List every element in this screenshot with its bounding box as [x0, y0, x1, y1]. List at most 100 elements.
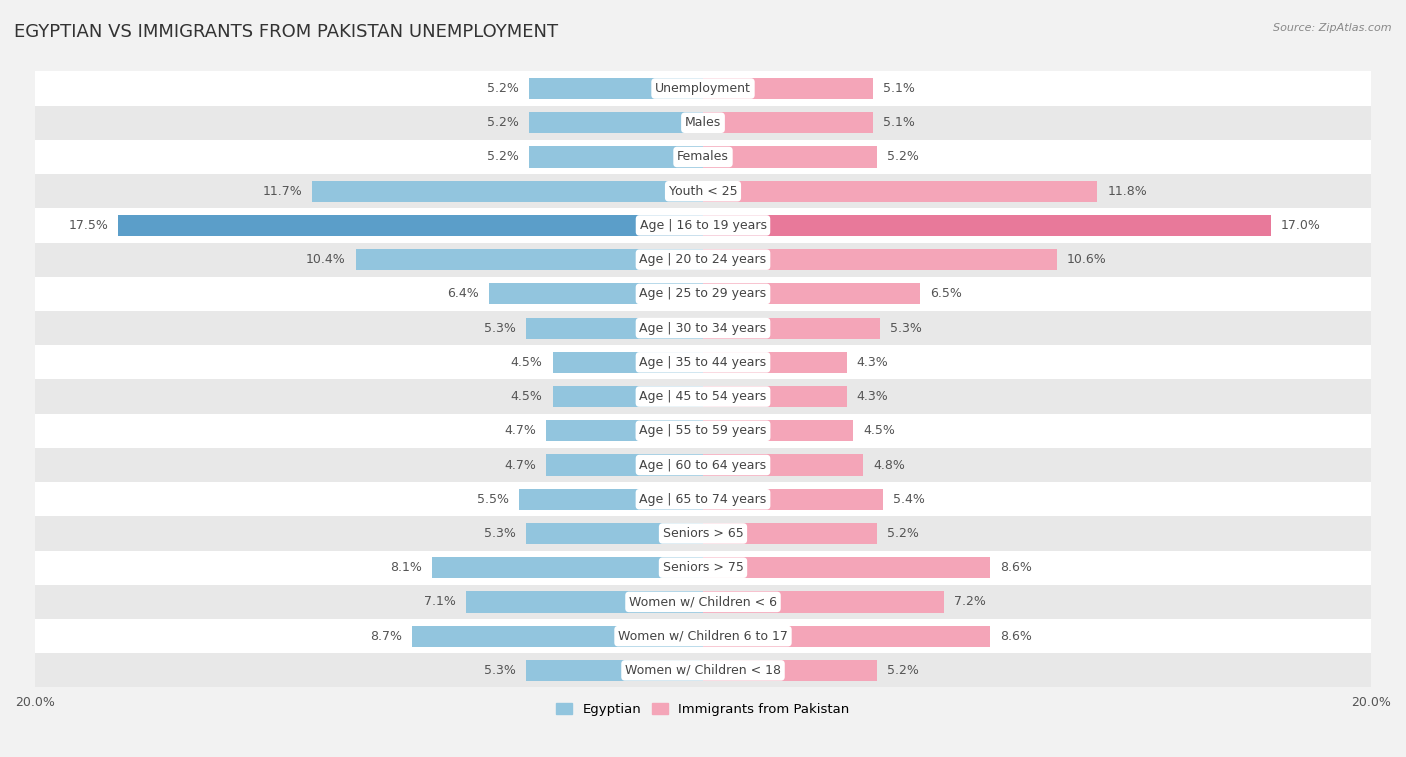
Text: 6.4%: 6.4% — [447, 288, 479, 301]
Bar — [35, 448, 1371, 482]
Bar — [703, 420, 853, 441]
Bar — [35, 174, 1371, 208]
Bar — [703, 181, 1097, 202]
Text: 4.3%: 4.3% — [856, 390, 889, 403]
Bar — [703, 283, 920, 304]
Bar — [35, 311, 1371, 345]
Text: Age | 65 to 74 years: Age | 65 to 74 years — [640, 493, 766, 506]
Bar — [35, 140, 1371, 174]
Bar — [526, 317, 703, 338]
Text: 7.1%: 7.1% — [425, 596, 456, 609]
Text: 4.5%: 4.5% — [510, 390, 543, 403]
Bar — [703, 660, 877, 681]
Text: Women w/ Children < 6: Women w/ Children < 6 — [628, 596, 778, 609]
Text: 4.3%: 4.3% — [856, 356, 889, 369]
Bar — [553, 386, 703, 407]
Text: 11.8%: 11.8% — [1107, 185, 1147, 198]
Bar — [489, 283, 703, 304]
Bar — [35, 653, 1371, 687]
Text: 5.2%: 5.2% — [887, 664, 918, 677]
Text: 5.3%: 5.3% — [484, 322, 516, 335]
Text: 4.7%: 4.7% — [505, 459, 536, 472]
Text: 4.5%: 4.5% — [510, 356, 543, 369]
Bar — [35, 619, 1371, 653]
Text: Youth < 25: Youth < 25 — [669, 185, 737, 198]
Bar — [118, 215, 703, 236]
Text: Age | 35 to 44 years: Age | 35 to 44 years — [640, 356, 766, 369]
Bar — [703, 78, 873, 99]
Text: Age | 45 to 54 years: Age | 45 to 54 years — [640, 390, 766, 403]
Bar — [703, 146, 877, 167]
Text: 10.4%: 10.4% — [307, 253, 346, 266]
Text: 5.3%: 5.3% — [890, 322, 922, 335]
Bar — [553, 352, 703, 373]
Bar — [35, 379, 1371, 413]
Bar — [526, 660, 703, 681]
Bar — [35, 516, 1371, 550]
Bar — [35, 482, 1371, 516]
Bar — [703, 625, 990, 646]
Bar — [412, 625, 703, 646]
Text: 8.1%: 8.1% — [391, 561, 422, 575]
Bar — [529, 112, 703, 133]
Bar — [35, 277, 1371, 311]
Text: 4.7%: 4.7% — [505, 424, 536, 438]
Legend: Egyptian, Immigrants from Pakistan: Egyptian, Immigrants from Pakistan — [551, 698, 855, 721]
Bar — [703, 523, 877, 544]
Bar — [356, 249, 703, 270]
Text: 11.7%: 11.7% — [263, 185, 302, 198]
Bar — [529, 78, 703, 99]
Text: 5.2%: 5.2% — [488, 151, 519, 164]
Text: 7.2%: 7.2% — [953, 596, 986, 609]
Text: 5.3%: 5.3% — [484, 664, 516, 677]
Text: 5.4%: 5.4% — [893, 493, 925, 506]
Bar — [546, 420, 703, 441]
Bar — [703, 488, 883, 510]
Text: 4.8%: 4.8% — [873, 459, 905, 472]
Text: Women w/ Children 6 to 17: Women w/ Children 6 to 17 — [619, 630, 787, 643]
Bar — [35, 242, 1371, 277]
Bar — [546, 454, 703, 475]
Bar — [519, 488, 703, 510]
Text: Source: ZipAtlas.com: Source: ZipAtlas.com — [1274, 23, 1392, 33]
Text: 5.1%: 5.1% — [883, 82, 915, 95]
Text: 5.1%: 5.1% — [883, 117, 915, 129]
Text: 5.2%: 5.2% — [488, 82, 519, 95]
Text: Unemployment: Unemployment — [655, 82, 751, 95]
Text: Seniors > 75: Seniors > 75 — [662, 561, 744, 575]
Bar — [703, 317, 880, 338]
Bar — [35, 345, 1371, 379]
Text: EGYPTIAN VS IMMIGRANTS FROM PAKISTAN UNEMPLOYMENT: EGYPTIAN VS IMMIGRANTS FROM PAKISTAN UNE… — [14, 23, 558, 41]
Text: Age | 30 to 34 years: Age | 30 to 34 years — [640, 322, 766, 335]
Bar — [703, 454, 863, 475]
Text: 5.5%: 5.5% — [477, 493, 509, 506]
Text: Women w/ Children < 18: Women w/ Children < 18 — [626, 664, 780, 677]
Bar — [35, 550, 1371, 585]
Text: Seniors > 65: Seniors > 65 — [662, 527, 744, 540]
Text: 8.7%: 8.7% — [370, 630, 402, 643]
Text: 5.2%: 5.2% — [488, 117, 519, 129]
Text: 5.2%: 5.2% — [887, 527, 918, 540]
Text: Females: Females — [678, 151, 728, 164]
Text: Age | 60 to 64 years: Age | 60 to 64 years — [640, 459, 766, 472]
Text: Age | 55 to 59 years: Age | 55 to 59 years — [640, 424, 766, 438]
Bar — [703, 557, 990, 578]
Text: 17.0%: 17.0% — [1281, 219, 1320, 232]
Text: 6.5%: 6.5% — [931, 288, 962, 301]
Bar — [529, 146, 703, 167]
Text: Males: Males — [685, 117, 721, 129]
Bar — [465, 591, 703, 612]
Text: Age | 16 to 19 years: Age | 16 to 19 years — [640, 219, 766, 232]
Text: 8.6%: 8.6% — [1000, 630, 1032, 643]
Bar — [312, 181, 703, 202]
Bar — [35, 106, 1371, 140]
Bar — [703, 591, 943, 612]
Bar — [703, 386, 846, 407]
Bar — [35, 208, 1371, 242]
Bar — [703, 112, 873, 133]
Bar — [526, 523, 703, 544]
Bar — [35, 71, 1371, 106]
Text: 8.6%: 8.6% — [1000, 561, 1032, 575]
Text: 5.3%: 5.3% — [484, 527, 516, 540]
Bar — [35, 413, 1371, 448]
